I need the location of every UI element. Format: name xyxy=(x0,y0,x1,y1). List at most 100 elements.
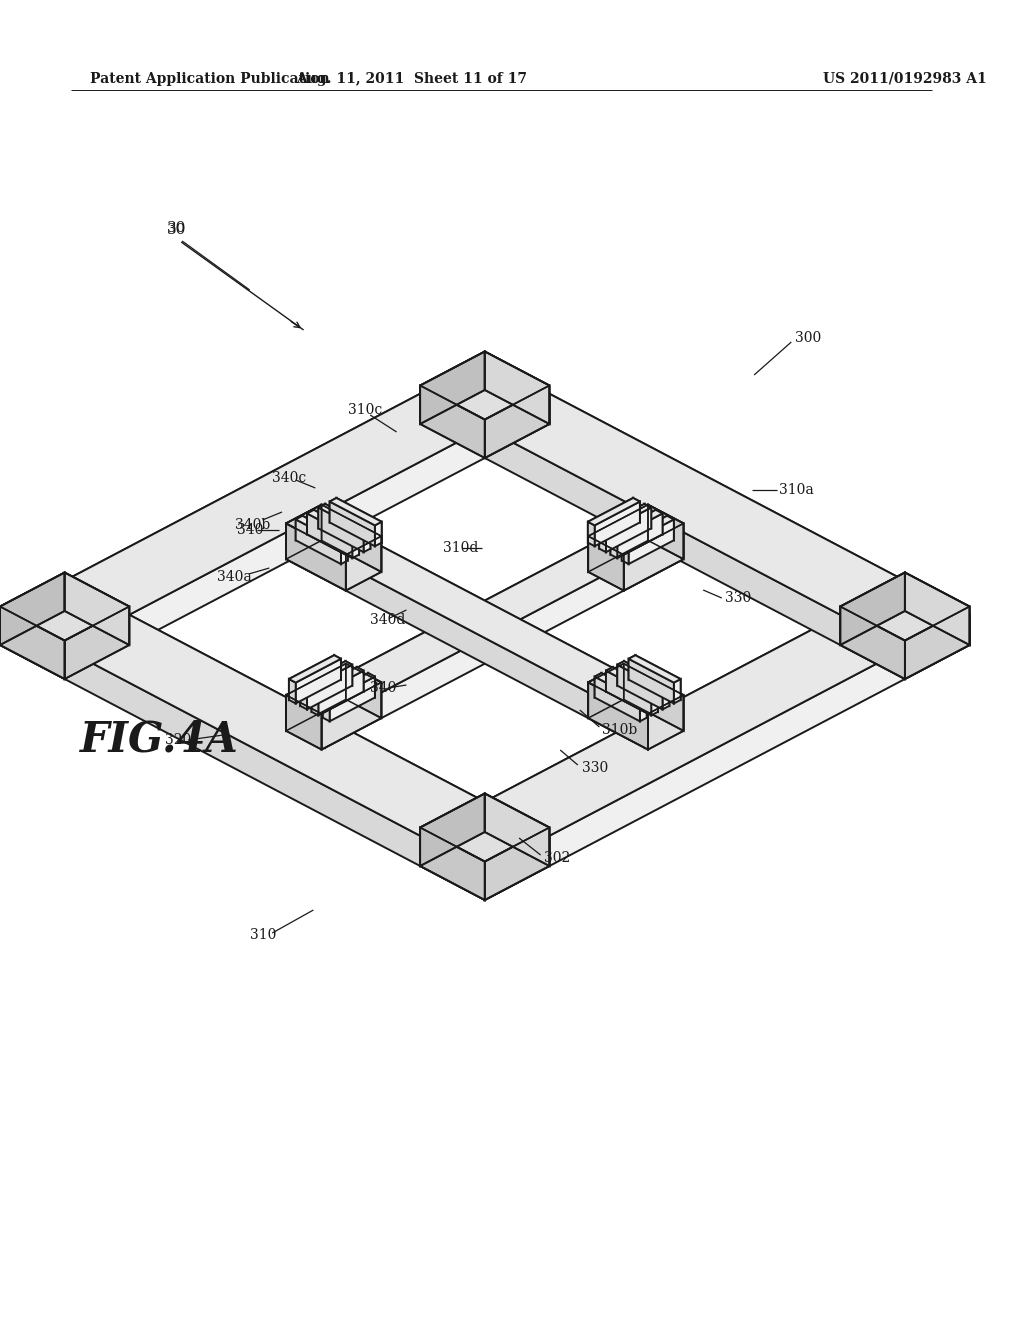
Polygon shape xyxy=(651,690,658,715)
Polygon shape xyxy=(300,685,307,709)
Polygon shape xyxy=(356,667,364,692)
Polygon shape xyxy=(0,360,484,645)
Text: 340a: 340a xyxy=(217,570,252,583)
Polygon shape xyxy=(318,671,364,715)
Polygon shape xyxy=(663,685,670,709)
Polygon shape xyxy=(0,615,484,900)
Polygon shape xyxy=(905,615,970,678)
Polygon shape xyxy=(0,360,550,648)
Polygon shape xyxy=(601,673,647,718)
Polygon shape xyxy=(599,504,644,549)
Polygon shape xyxy=(323,673,375,701)
Polygon shape xyxy=(0,615,65,678)
Polygon shape xyxy=(289,704,325,748)
Text: FIG.4A: FIG.4A xyxy=(80,719,239,762)
Polygon shape xyxy=(346,664,381,718)
Polygon shape xyxy=(484,360,550,424)
Polygon shape xyxy=(420,836,484,900)
Polygon shape xyxy=(595,673,647,701)
Polygon shape xyxy=(311,690,318,715)
Polygon shape xyxy=(296,519,341,564)
Polygon shape xyxy=(610,510,655,554)
Polygon shape xyxy=(289,516,645,729)
Polygon shape xyxy=(296,516,302,540)
Text: 310: 310 xyxy=(250,928,276,942)
Polygon shape xyxy=(420,793,550,862)
Polygon shape xyxy=(341,540,348,564)
Polygon shape xyxy=(346,536,381,590)
Polygon shape xyxy=(420,793,484,866)
Polygon shape xyxy=(606,667,658,694)
Polygon shape xyxy=(318,507,364,552)
Polygon shape xyxy=(325,516,680,729)
Polygon shape xyxy=(629,655,635,680)
Polygon shape xyxy=(617,665,663,709)
Polygon shape xyxy=(296,516,348,544)
Polygon shape xyxy=(588,504,684,554)
Polygon shape xyxy=(289,678,296,704)
Polygon shape xyxy=(352,533,359,558)
Polygon shape xyxy=(629,519,674,564)
Polygon shape xyxy=(364,528,371,552)
Polygon shape xyxy=(644,504,651,528)
Polygon shape xyxy=(318,504,326,528)
Polygon shape xyxy=(610,533,617,558)
Polygon shape xyxy=(606,667,612,692)
Polygon shape xyxy=(311,667,356,711)
Text: 330: 330 xyxy=(725,591,751,605)
Polygon shape xyxy=(645,704,680,748)
Polygon shape xyxy=(65,581,550,866)
Polygon shape xyxy=(286,664,346,731)
Polygon shape xyxy=(420,385,484,458)
Polygon shape xyxy=(588,521,595,546)
Polygon shape xyxy=(588,504,648,572)
Polygon shape xyxy=(420,828,484,900)
Polygon shape xyxy=(645,516,680,561)
Polygon shape xyxy=(624,661,670,706)
Polygon shape xyxy=(65,573,129,645)
Polygon shape xyxy=(420,351,550,420)
Polygon shape xyxy=(629,659,674,704)
Polygon shape xyxy=(307,665,352,709)
Polygon shape xyxy=(323,673,368,718)
Text: 310c: 310c xyxy=(348,403,382,417)
Polygon shape xyxy=(330,677,375,721)
Polygon shape xyxy=(65,606,129,678)
Polygon shape xyxy=(345,661,352,685)
Polygon shape xyxy=(484,351,550,424)
Polygon shape xyxy=(286,504,322,560)
Polygon shape xyxy=(313,510,359,554)
Polygon shape xyxy=(624,664,684,731)
Polygon shape xyxy=(588,536,624,590)
Polygon shape xyxy=(599,528,606,552)
Text: 340: 340 xyxy=(237,523,263,537)
Polygon shape xyxy=(595,677,640,721)
Text: 320: 320 xyxy=(165,733,190,747)
Polygon shape xyxy=(612,667,658,711)
Polygon shape xyxy=(289,516,680,722)
Polygon shape xyxy=(905,606,970,678)
Polygon shape xyxy=(841,573,905,645)
Polygon shape xyxy=(322,504,381,572)
Polygon shape xyxy=(289,516,680,722)
Polygon shape xyxy=(484,828,550,900)
Polygon shape xyxy=(289,516,325,561)
Polygon shape xyxy=(841,573,970,640)
Text: 340: 340 xyxy=(371,681,396,696)
Polygon shape xyxy=(330,502,375,546)
Polygon shape xyxy=(674,678,681,704)
Polygon shape xyxy=(330,498,337,523)
Polygon shape xyxy=(289,535,645,748)
Polygon shape xyxy=(624,524,684,590)
Polygon shape xyxy=(65,393,550,678)
Text: 340c: 340c xyxy=(272,471,306,484)
Polygon shape xyxy=(296,659,341,704)
Polygon shape xyxy=(648,696,684,750)
Polygon shape xyxy=(420,581,905,866)
Polygon shape xyxy=(302,516,348,561)
Polygon shape xyxy=(420,393,905,678)
Polygon shape xyxy=(300,661,345,706)
Text: 310d: 310d xyxy=(442,541,478,554)
Polygon shape xyxy=(322,682,381,750)
Polygon shape xyxy=(905,581,970,645)
